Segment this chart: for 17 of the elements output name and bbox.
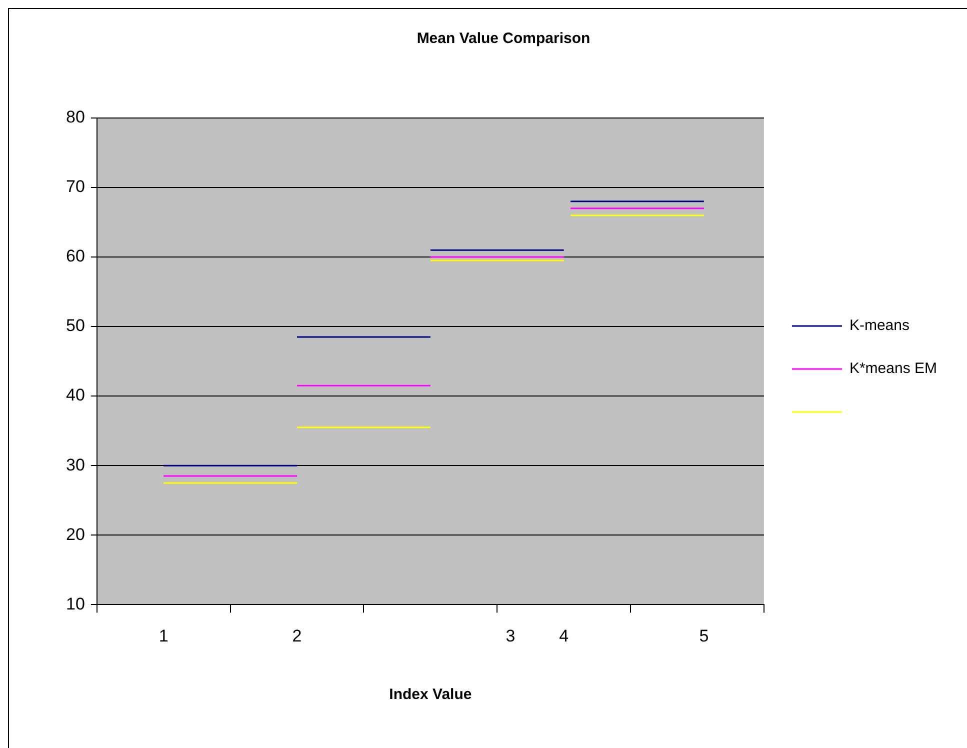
y-tick-label: 40 bbox=[66, 386, 85, 405]
x-tick-label: 4 bbox=[559, 626, 569, 646]
y-tick-label: 60 bbox=[66, 246, 85, 266]
x-tick-label: 5 bbox=[699, 626, 709, 646]
legend-label: K-means bbox=[849, 317, 910, 334]
x-tick-label: 1 bbox=[158, 626, 168, 646]
y-tick-label: 30 bbox=[66, 455, 85, 474]
y-tick-label: 20 bbox=[66, 524, 85, 544]
y-tick-label: 70 bbox=[66, 177, 85, 196]
y-tick-label: 80 bbox=[66, 108, 85, 127]
x-tick-label: 3 bbox=[506, 626, 516, 646]
chart-title: Mean Value Comparison bbox=[416, 30, 590, 48]
y-tick-label: 10 bbox=[66, 594, 85, 614]
legend-label: K*means EM bbox=[849, 360, 938, 378]
x-axis-title: Index Value bbox=[389, 686, 472, 704]
x-tick-label: 2 bbox=[292, 626, 302, 646]
y-tick-label: 50 bbox=[66, 316, 85, 336]
